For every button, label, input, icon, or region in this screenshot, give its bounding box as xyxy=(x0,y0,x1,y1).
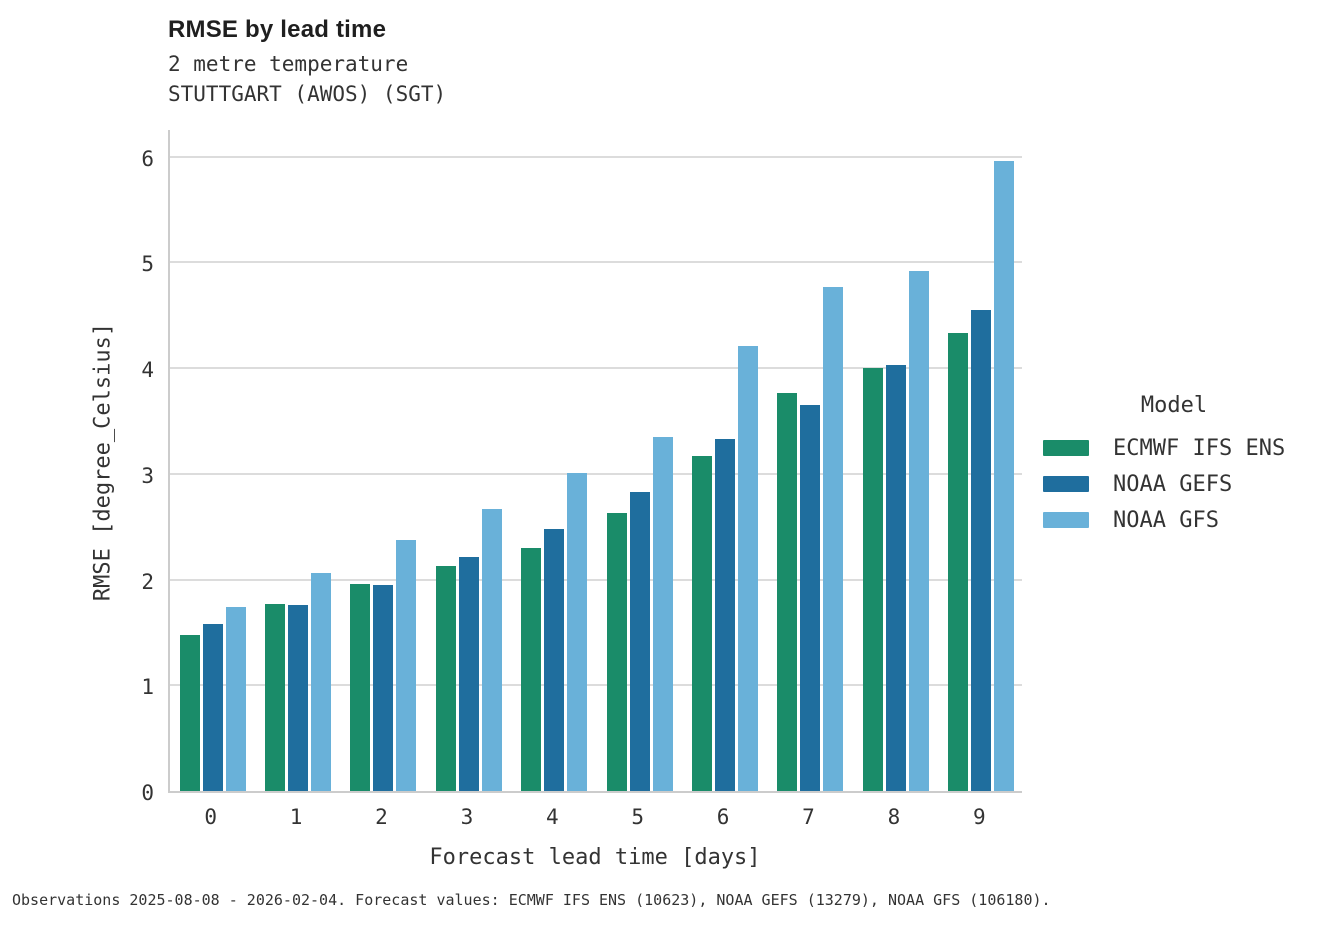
bar-ecmwf-ifs-ens-lead-7 xyxy=(777,393,798,791)
legend-entry-noaa-gfs: NOAA GFS xyxy=(1040,502,1308,538)
bar-group-lead-0 xyxy=(170,130,255,791)
bar-ecmwf-ifs-ens-lead-1 xyxy=(265,603,286,791)
bar-noaa-gfs-lead-0 xyxy=(225,607,246,791)
bar-noaa-gfs-lead-1 xyxy=(311,573,332,791)
gridline-y6 xyxy=(170,155,1022,158)
y-tick-label-4: 4 xyxy=(141,358,154,383)
gridline-y5 xyxy=(170,261,1022,264)
legend-label: ECMWF IFS ENS xyxy=(1113,435,1286,461)
chart-subtitle-variable: 2 metre temperature xyxy=(168,52,409,76)
bar-ecmwf-ifs-ens-lead-3 xyxy=(435,565,456,791)
bar-group-lead-2 xyxy=(341,130,426,791)
bar-ecmwf-ifs-ens-lead-8 xyxy=(862,368,883,791)
x-tick-label-6: 6 xyxy=(716,805,730,829)
chart-subtitle-station: STUTTGART (AWOS) (SGT) xyxy=(168,82,447,106)
bar-group-lead-6 xyxy=(682,130,767,791)
bar-noaa-gfs-lead-5 xyxy=(652,436,673,791)
legend-label: NOAA GFS xyxy=(1113,507,1219,533)
bar-noaa-gfs-lead-4 xyxy=(567,472,588,791)
y-tick-label-5: 5 xyxy=(141,252,154,277)
bar-group-lead-8 xyxy=(853,130,938,791)
x-tick-label-3: 3 xyxy=(460,805,474,829)
chart-title: RMSE by lead time xyxy=(168,16,387,43)
bar-ecmwf-ifs-ens-lead-0 xyxy=(179,634,200,791)
legend-title: Model xyxy=(1140,393,1208,418)
legend-swatch-icon xyxy=(1043,476,1089,492)
x-axis-title: Forecast lead time [days] xyxy=(429,845,761,870)
legend-entry-ecmwf-ifs-ens: ECMWF IFS ENS xyxy=(1040,430,1308,466)
bar-noaa-gefs-lead-7 xyxy=(800,405,821,791)
bar-group-lead-5 xyxy=(597,130,682,791)
bar-group-lead-1 xyxy=(255,130,340,791)
bar-ecmwf-ifs-ens-lead-2 xyxy=(350,583,371,791)
plot-area xyxy=(168,130,1022,793)
bar-noaa-gfs-lead-8 xyxy=(908,270,929,791)
bar-ecmwf-ifs-ens-lead-5 xyxy=(606,512,627,791)
bar-group-lead-7 xyxy=(768,130,853,791)
bar-noaa-gefs-lead-1 xyxy=(288,604,309,791)
y-tick-label-0: 0 xyxy=(141,781,154,805)
x-tick-label-9: 9 xyxy=(972,805,986,829)
bar-noaa-gefs-lead-9 xyxy=(971,309,992,791)
bar-ecmwf-ifs-ens-lead-4 xyxy=(521,547,542,791)
x-axis-tick-labels: 0 1 2 3 4 5 6 7 8 9 xyxy=(168,805,1022,835)
y-tick-label-6: 6 xyxy=(141,146,154,171)
bar-group-lead-4 xyxy=(512,130,597,791)
bar-noaa-gefs-lead-8 xyxy=(885,364,906,791)
bar-noaa-gefs-lead-0 xyxy=(202,623,223,791)
bar-noaa-gefs-lead-2 xyxy=(373,584,394,791)
legend-swatch-icon xyxy=(1043,440,1089,456)
y-axis-tick-labels: 0 1 2 3 4 5 6 xyxy=(0,130,154,805)
x-tick-label-0: 0 xyxy=(204,805,218,829)
legend-label: NOAA GEFS xyxy=(1113,471,1233,497)
x-tick-label-8: 8 xyxy=(887,805,901,829)
y-tick-label-2: 2 xyxy=(141,569,154,594)
gridline-y2 xyxy=(170,578,1022,581)
gridline-y3 xyxy=(170,472,1022,475)
bar-noaa-gfs-lead-7 xyxy=(823,286,844,791)
legend-entries: ECMWF IFS ENS NOAA GEFS NOAA GFS xyxy=(1040,430,1308,538)
bar-noaa-gfs-lead-9 xyxy=(994,160,1015,791)
footer-caption: Observations 2025-08-08 - 2026-02-04. Fo… xyxy=(12,891,1051,909)
legend-entry-noaa-gefs: NOAA GEFS xyxy=(1040,466,1308,502)
bar-ecmwf-ifs-ens-lead-6 xyxy=(692,455,713,791)
x-tick-label-7: 7 xyxy=(802,805,815,829)
gridline-y1 xyxy=(170,684,1022,687)
x-tick-label-4: 4 xyxy=(545,805,559,829)
bar-noaa-gefs-lead-4 xyxy=(544,528,565,791)
y-tick-label-1: 1 xyxy=(141,675,154,700)
bar-noaa-gfs-lead-2 xyxy=(396,540,417,791)
bar-noaa-gefs-lead-5 xyxy=(629,491,650,791)
bar-group-lead-9 xyxy=(939,130,1024,791)
bar-ecmwf-ifs-ens-lead-9 xyxy=(948,333,969,791)
bar-noaa-gefs-lead-3 xyxy=(458,557,479,791)
gridline-y4 xyxy=(170,367,1022,370)
bar-noaa-gfs-lead-3 xyxy=(481,508,502,791)
bar-noaa-gfs-lead-6 xyxy=(738,345,759,791)
y-tick-label-3: 3 xyxy=(141,463,154,488)
legend-swatch-icon xyxy=(1043,512,1089,528)
x-tick-label-1: 1 xyxy=(289,805,303,829)
legend: Model ECMWF IFS ENS NOAA GEFS NOAA GFS xyxy=(1040,393,1308,538)
bar-noaa-gefs-lead-6 xyxy=(715,438,736,791)
x-tick-label-5: 5 xyxy=(631,805,645,829)
bar-group-lead-3 xyxy=(426,130,511,791)
x-tick-label-2: 2 xyxy=(375,805,388,829)
